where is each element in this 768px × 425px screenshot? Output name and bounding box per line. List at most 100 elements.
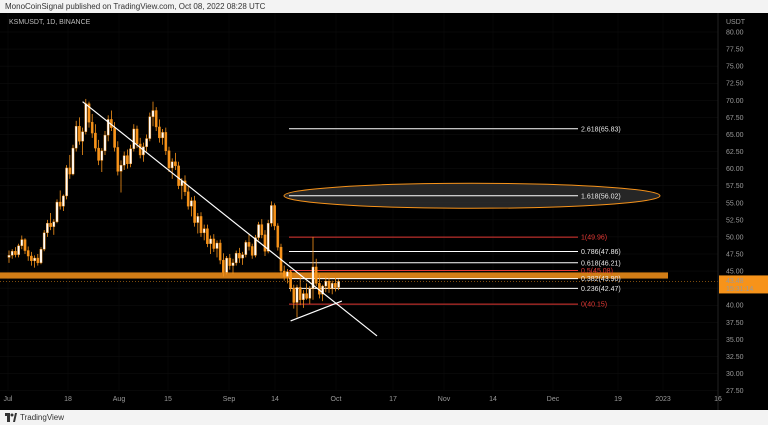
candle-body [167, 150, 171, 169]
fib-level-label: 0.5(45.08) [581, 268, 613, 275]
candle-body [26, 250, 30, 257]
fib-level-label: 0.382(43.90) [581, 276, 621, 283]
y-tick-label: 57.50 [726, 183, 744, 190]
candle-body [129, 148, 132, 165]
candle-body [71, 147, 75, 175]
y-tick-label: 35.00 [726, 337, 744, 344]
candle-body [97, 147, 100, 161]
candle-body [276, 225, 280, 248]
candle-body [218, 242, 222, 261]
candle-body [10, 251, 14, 256]
candle-body [132, 128, 136, 149]
x-tick-label: 14 [271, 396, 279, 403]
fib-level-label: 1(49.96) [581, 235, 607, 242]
candle-body [33, 257, 36, 262]
symbol-label: KSMUSDT, 1D, BINANCE [9, 19, 91, 26]
y-tick-label: 37.50 [726, 320, 744, 327]
x-tick-label: Dec [547, 396, 560, 403]
x-tick-label: Nov [438, 396, 451, 403]
candle-body [78, 126, 81, 142]
x-tick-label: 18 [64, 396, 72, 403]
price-axis[interactable]: 80.00 77.50 75.00 72.50 70.00 67.50 65.00 62.50… [717, 13, 768, 410]
candle-body [119, 164, 123, 172]
candle-body [158, 126, 161, 139]
candle-body [282, 270, 286, 277]
candle-body [225, 257, 228, 273]
x-tick-label: Oct [331, 396, 342, 403]
x-tick-label: Jul [4, 396, 13, 403]
y-tick-label: 60.00 [726, 166, 744, 173]
candle-body [164, 132, 168, 152]
candle-body [263, 234, 267, 252]
candle-body [42, 232, 46, 250]
candle-body [327, 281, 331, 290]
y-tick-label: 70.00 [726, 98, 744, 105]
last-price-countdown: 15:31:14 [726, 286, 753, 293]
candle-body [222, 259, 225, 273]
fib-level-label: 0.236(42.47) [581, 286, 621, 293]
candle-body [103, 134, 107, 152]
fib-level-label: 0(40.15) [581, 302, 607, 309]
candle-body [174, 161, 177, 167]
y-tick-label: 52.50 [726, 217, 744, 224]
candle-body [145, 138, 148, 147]
tradingview-logo-icon [5, 413, 17, 422]
candle-body [100, 150, 104, 161]
y-tick-label: 47.50 [726, 251, 744, 258]
candle-body [298, 287, 302, 300]
candle-body [154, 110, 158, 128]
candle-body [330, 283, 334, 290]
candle-body [314, 266, 318, 284]
candle-body [206, 228, 209, 244]
candle-body [202, 228, 206, 234]
publish-info: MonoCoinSignal published on TradingView.… [5, 2, 266, 11]
candle-body [190, 200, 193, 207]
candle-body [266, 223, 270, 252]
trendline [290, 300, 343, 322]
candle-body [250, 246, 254, 256]
candle-body [186, 191, 190, 207]
last-price-value: 43.48 [726, 278, 744, 285]
candle-body [231, 262, 235, 266]
y-tick-label: 30.00 [726, 371, 744, 378]
footer-brand: TradingView [20, 413, 65, 422]
candle-body [286, 271, 289, 277]
candle-body [234, 253, 238, 264]
candle-body [289, 271, 292, 289]
fib-level-label: 0.786(47.86) [581, 249, 621, 256]
candle-body [292, 287, 296, 303]
y-tick-label: 32.50 [726, 354, 744, 361]
candle-body [244, 242, 248, 255]
candle-body [87, 103, 91, 123]
candle-body [126, 155, 129, 165]
candle-body [23, 239, 27, 251]
candle-body [52, 221, 56, 227]
candle-body [90, 121, 94, 134]
candle-body [30, 255, 33, 262]
candle-body [321, 285, 324, 295]
candle-body [7, 255, 11, 258]
x-tick-label: Sep [223, 396, 236, 403]
candle-body [199, 216, 203, 234]
candle-body [247, 242, 251, 247]
fibonacci-levels: 2.618(65.83) 1.618(56.02) 1(49.96) 0.786(47… [283, 126, 661, 309]
candle-body [74, 126, 78, 149]
x-tick-label: 16 [714, 396, 722, 403]
candle-body [257, 224, 260, 238]
y-tick-label: 40.00 [726, 303, 744, 310]
support-zone-band [0, 272, 668, 279]
candle-body [161, 132, 164, 139]
y-tick-label: 50.00 [726, 234, 744, 241]
y-tick-label: 65.00 [726, 132, 744, 139]
time-axis[interactable]: Jul 18 Aug 15 Sep 14 Oct 17 Nov 14 Dec 19 2023 16 [4, 396, 722, 403]
fib-level-label: 0.618(46.21) [581, 260, 621, 267]
candle-body [273, 205, 276, 227]
candle-body [260, 224, 264, 236]
candle-body [170, 161, 174, 169]
candle-body [39, 248, 43, 264]
candle-body [212, 238, 216, 249]
candle-body [228, 257, 232, 266]
candle-body [84, 103, 88, 132]
y-tick-label: 45.00 [726, 269, 744, 276]
